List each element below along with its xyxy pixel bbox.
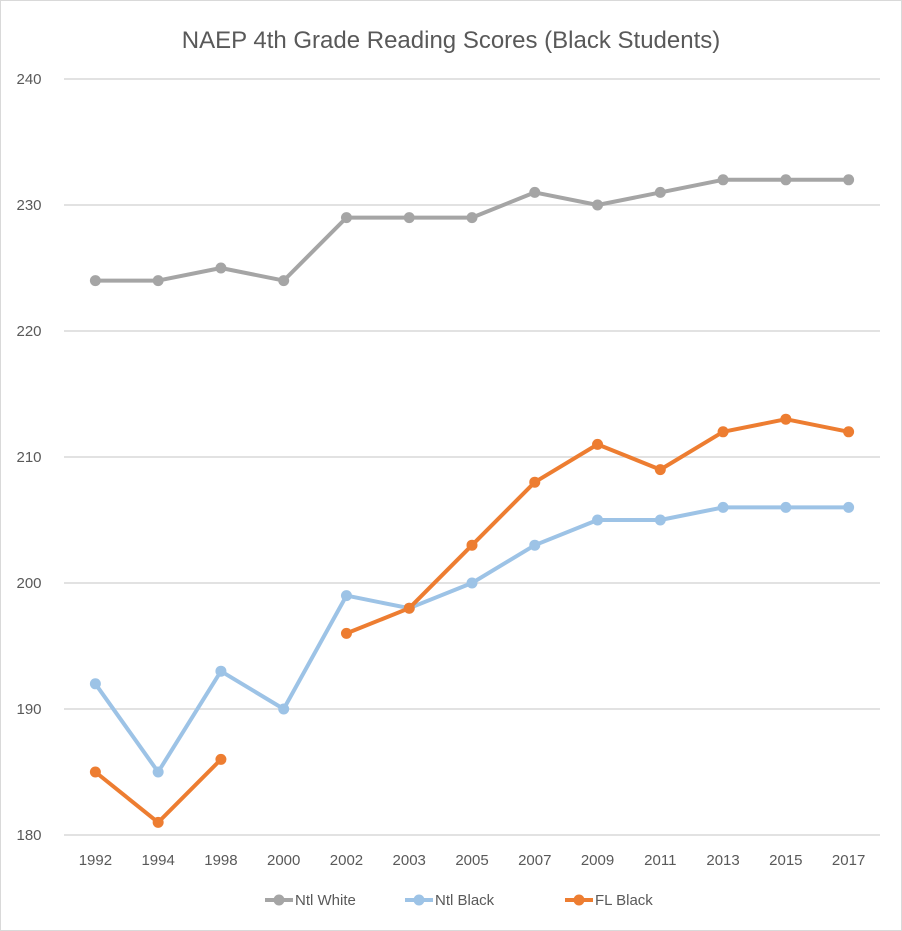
- data-point: [780, 174, 792, 186]
- y-tick-label: 240: [16, 71, 41, 88]
- data-point: [780, 501, 792, 513]
- data-point: [717, 174, 729, 186]
- data-point: [843, 501, 855, 513]
- legend-label: Ntl White: [295, 892, 356, 909]
- data-point: [592, 199, 604, 211]
- data-point: [89, 678, 101, 690]
- data-point: [654, 464, 666, 476]
- x-tick-label: 2005: [455, 852, 488, 869]
- data-point: [592, 514, 604, 526]
- data-point: [717, 426, 729, 438]
- x-tick-label: 2000: [267, 852, 300, 869]
- data-point: [152, 275, 164, 287]
- y-tick-label: 190: [16, 701, 41, 718]
- data-point: [654, 186, 666, 198]
- data-point: [529, 476, 541, 488]
- data-point: [466, 539, 478, 551]
- x-tick-label: 2015: [769, 852, 802, 869]
- data-point: [215, 262, 227, 274]
- data-point: [843, 426, 855, 438]
- x-tick-label: 2003: [393, 852, 426, 869]
- x-tick-label: 2017: [832, 852, 865, 869]
- x-tick-label: 2009: [581, 852, 614, 869]
- legend-label: FL Black: [595, 892, 653, 909]
- x-tick-label: 1994: [141, 852, 174, 869]
- data-point: [529, 539, 541, 551]
- series-line: [93, 177, 851, 283]
- data-point: [89, 275, 101, 287]
- x-tick-label: 1998: [204, 852, 237, 869]
- data-point: [278, 703, 290, 715]
- data-point: [592, 438, 604, 450]
- data-point: [152, 816, 164, 828]
- x-tick-label: 2013: [706, 852, 739, 869]
- data-point: [340, 627, 352, 639]
- legend-item: Ntl White: [265, 892, 356, 909]
- y-tick-label: 220: [16, 323, 41, 340]
- data-point: [340, 590, 352, 602]
- legend-item: FL Black: [565, 892, 653, 909]
- legend-label: Ntl Black: [435, 892, 495, 909]
- legend-marker: [573, 894, 585, 906]
- y-tick-label: 180: [16, 827, 41, 844]
- data-point: [654, 514, 666, 526]
- data-point: [215, 665, 227, 677]
- x-tick-label: 2002: [330, 852, 363, 869]
- y-tick-label: 200: [16, 575, 41, 592]
- data-point: [717, 501, 729, 513]
- series-ntl-white: [89, 174, 855, 287]
- y-tick-label: 210: [16, 449, 41, 466]
- legend-item: Ntl Black: [405, 892, 495, 909]
- data-point: [278, 275, 290, 287]
- data-point: [403, 212, 415, 224]
- series-ntl-black: [89, 501, 855, 778]
- x-tick-label: 2011: [644, 852, 676, 869]
- chart-title: NAEP 4th Grade Reading Scores (Black Stu…: [182, 27, 721, 54]
- data-point: [89, 766, 101, 778]
- data-point: [843, 174, 855, 186]
- data-point: [780, 413, 792, 425]
- data-point: [403, 602, 415, 614]
- series-fl-black: [89, 413, 855, 828]
- x-tick-label: 2007: [518, 852, 551, 869]
- data-point: [529, 186, 541, 198]
- data-point: [466, 212, 478, 224]
- data-point: [152, 766, 164, 778]
- data-point: [215, 753, 227, 765]
- x-tick-label: 1992: [79, 852, 112, 869]
- legend-marker: [273, 894, 285, 906]
- y-tick-label: 230: [16, 197, 41, 214]
- data-point: [340, 212, 352, 224]
- legend-marker: [413, 894, 425, 906]
- data-point: [466, 577, 478, 589]
